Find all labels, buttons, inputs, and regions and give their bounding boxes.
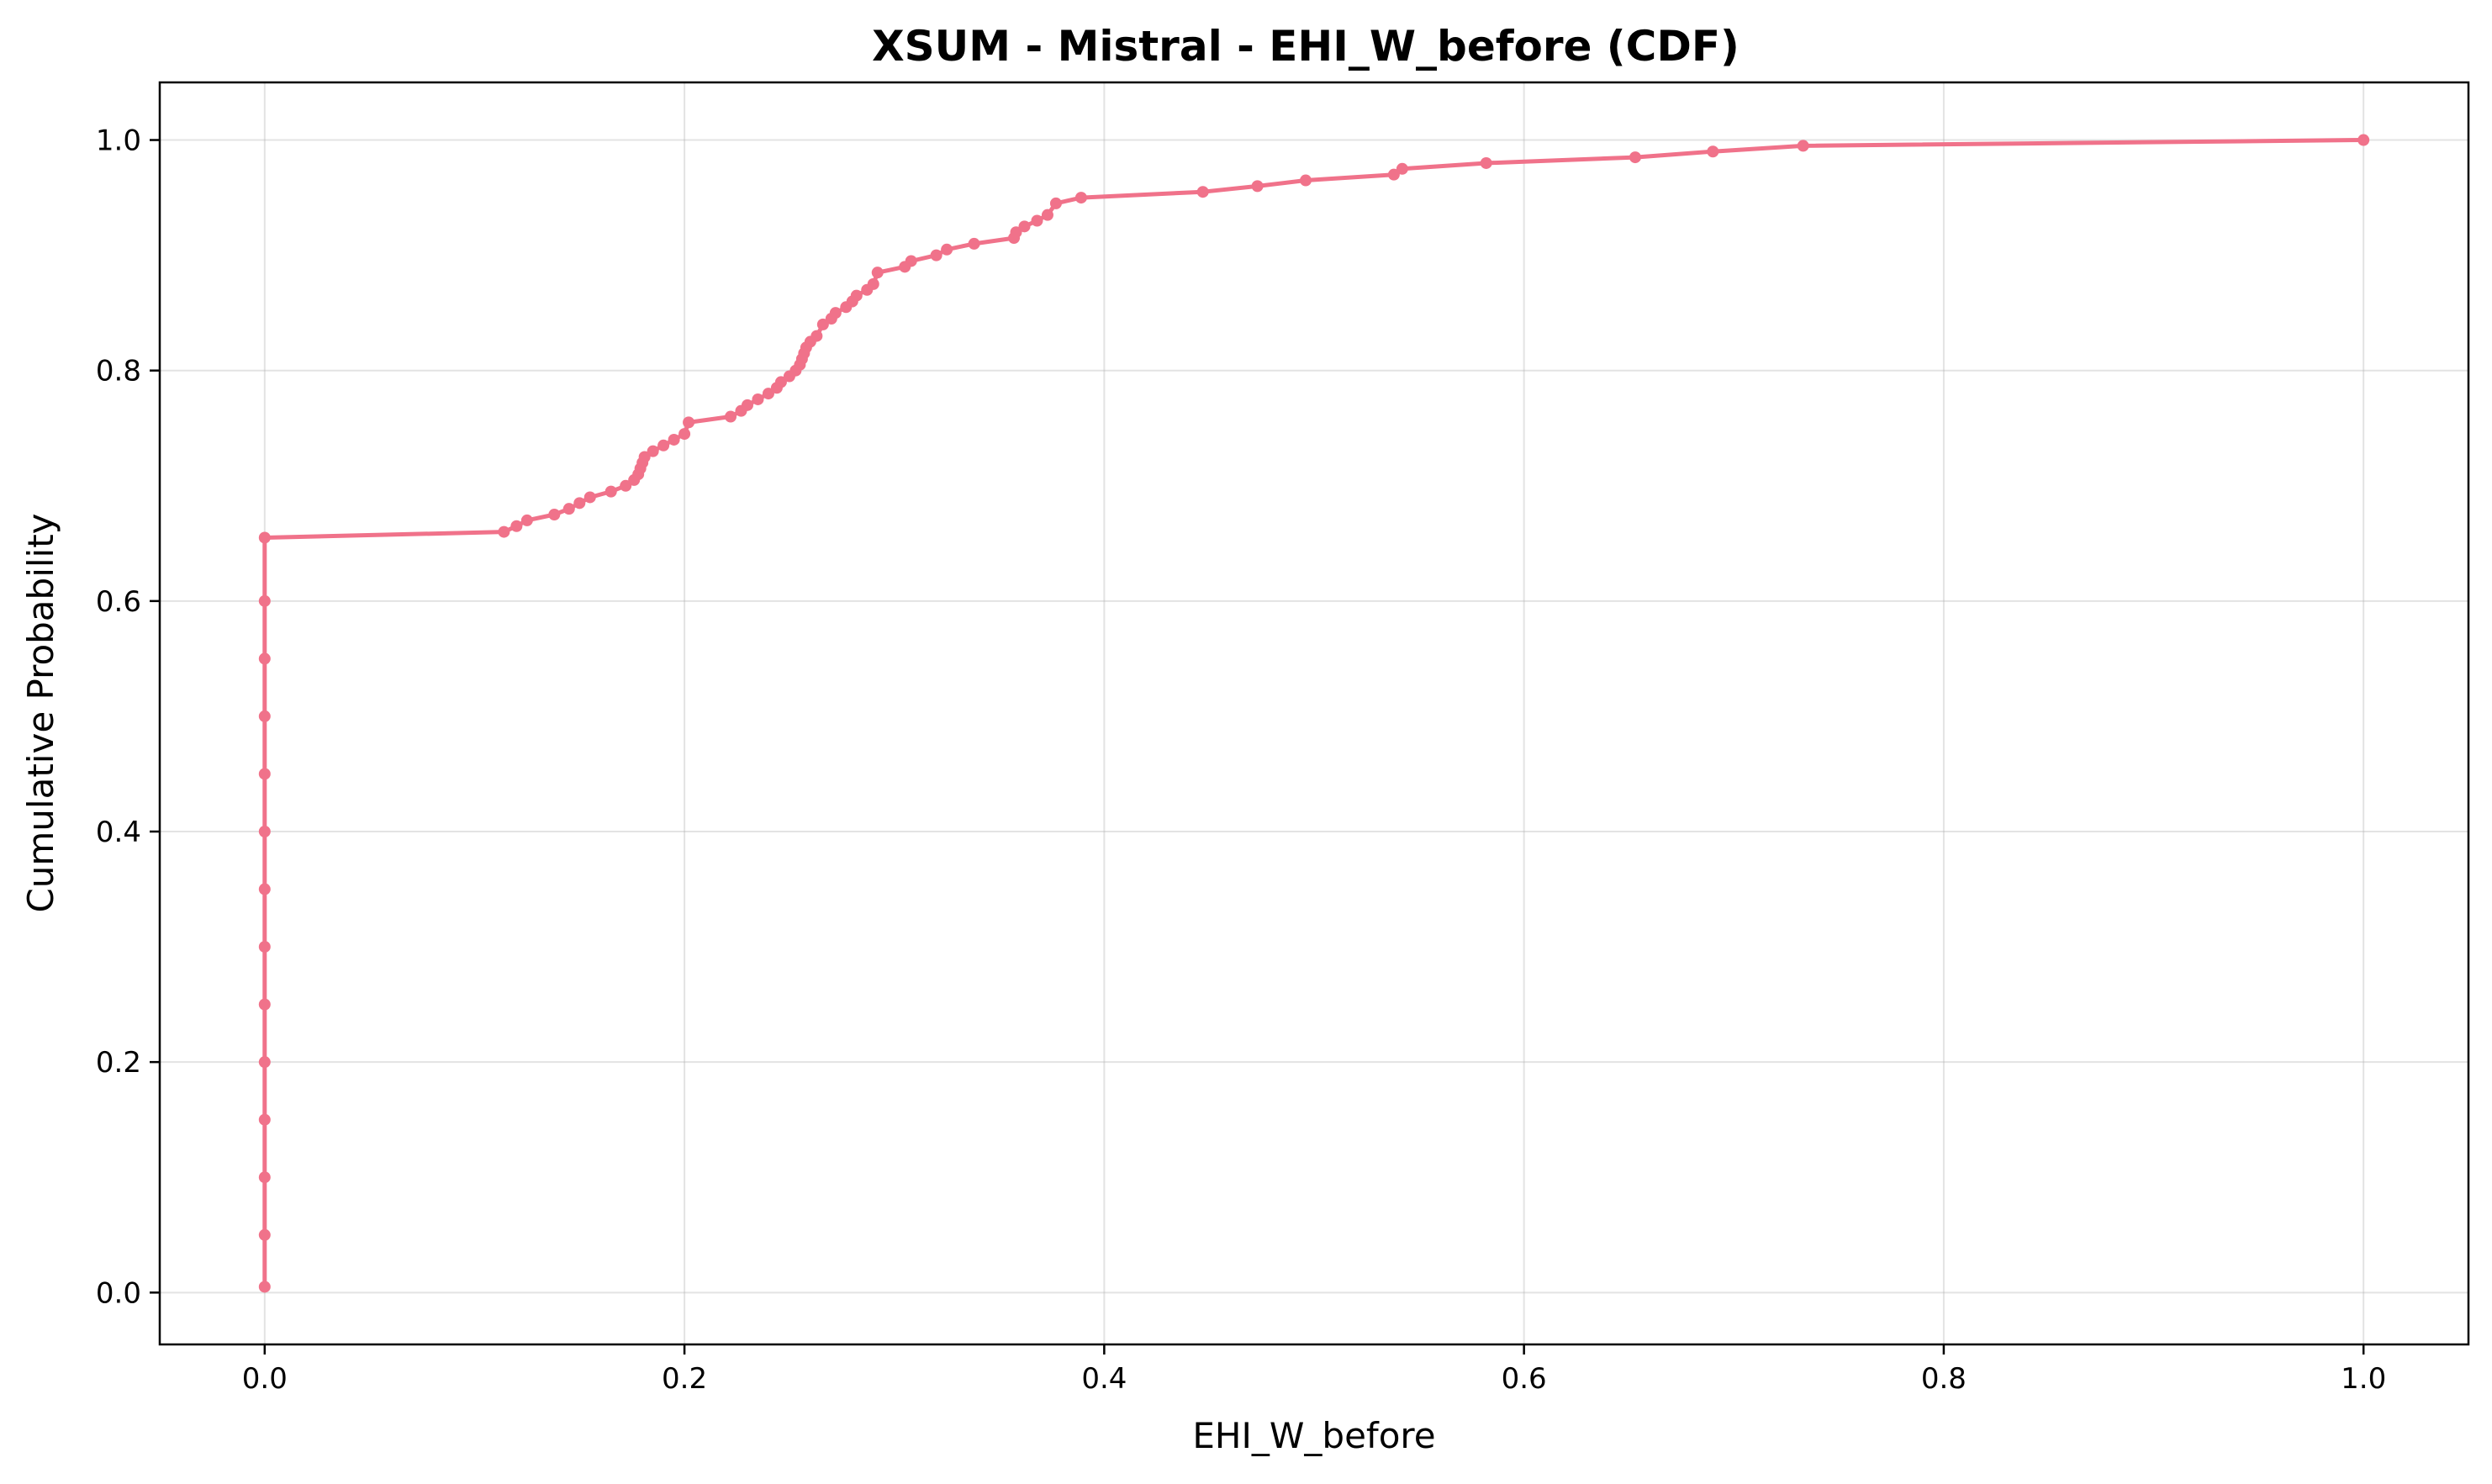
axis-ticks: 0.0 0.2 0.4 0.6 0.8 1.0 0.0 0.2 0.4 0.6 0.8 1.0 bbox=[96, 124, 2386, 1396]
cdf-point bbox=[258, 998, 271, 1011]
x-tick-label: 0.6 bbox=[1502, 1362, 1547, 1396]
cdf-point bbox=[683, 416, 695, 429]
y-axis-label: Cumulative Probability bbox=[20, 513, 61, 912]
x-axis-label: EHI_W_before bbox=[1192, 1415, 1435, 1456]
cdf-point bbox=[498, 525, 510, 538]
x-tick-label: 0.2 bbox=[662, 1362, 707, 1396]
cdf-point bbox=[573, 497, 586, 510]
cdf-point bbox=[1251, 180, 1264, 193]
cdf-point bbox=[905, 255, 917, 267]
cdf-point bbox=[1031, 214, 1043, 227]
cdf-point bbox=[258, 883, 271, 895]
x-tick-label: 0.4 bbox=[1081, 1362, 1127, 1396]
cdf-point bbox=[1049, 197, 1062, 209]
cdf-point bbox=[258, 594, 271, 607]
cdf-point bbox=[850, 289, 863, 302]
chart-title: XSUM - Mistral - EHI_W_before (CDF) bbox=[872, 22, 1740, 71]
cdf-point bbox=[810, 330, 823, 342]
cdf-point bbox=[1387, 168, 1400, 181]
cdf-point bbox=[1018, 220, 1031, 233]
cdf-point bbox=[1074, 192, 1087, 204]
cdf-point bbox=[941, 243, 953, 256]
cdf-point bbox=[258, 826, 271, 838]
cdf-point bbox=[520, 514, 533, 526]
cdf-point bbox=[930, 249, 942, 261]
x-tick-label: 0.0 bbox=[242, 1362, 288, 1396]
cdf-point bbox=[968, 237, 980, 250]
plot-frame bbox=[158, 81, 2470, 1346]
cdf-point bbox=[1480, 156, 1492, 169]
cdf-point bbox=[605, 485, 617, 498]
y-tick-label: 0.8 bbox=[96, 355, 141, 388]
cdf-point bbox=[867, 277, 879, 290]
cdf-point bbox=[1196, 186, 1209, 198]
cdf-point bbox=[562, 503, 575, 515]
cdf-line bbox=[262, 138, 2364, 1287]
x-tick-label: 0.8 bbox=[1921, 1362, 1967, 1396]
cdf-point bbox=[647, 445, 659, 457]
cdf-point bbox=[548, 509, 561, 521]
x-tick-label: 1.0 bbox=[2341, 1362, 2386, 1396]
cdf-point bbox=[725, 410, 737, 423]
cdf-point bbox=[258, 710, 271, 722]
y-tick-label: 0.2 bbox=[96, 1046, 141, 1080]
cdf-point bbox=[1707, 145, 1719, 158]
cdf-point bbox=[829, 307, 842, 320]
y-tick-label: 1.0 bbox=[96, 124, 141, 158]
y-tick-label: 0.0 bbox=[96, 1276, 141, 1310]
cdf-point bbox=[871, 267, 884, 279]
cdf-point bbox=[1396, 162, 1408, 175]
cdf-point bbox=[1041, 209, 1053, 221]
cdf-point bbox=[620, 479, 632, 492]
cdf-point bbox=[583, 491, 596, 504]
y-tick-label: 0.6 bbox=[96, 585, 141, 619]
cdf-point bbox=[1010, 226, 1022, 239]
cdf-point bbox=[741, 399, 753, 411]
cdf-point bbox=[2357, 134, 2370, 146]
cdf-point bbox=[668, 433, 680, 446]
cdf-point bbox=[1629, 151, 1641, 164]
cdf-point bbox=[258, 652, 271, 665]
cdf-point bbox=[258, 1056, 271, 1069]
cdf-point bbox=[638, 451, 651, 463]
cdf-point bbox=[258, 1171, 271, 1184]
cdf-point bbox=[258, 1281, 271, 1293]
series-line-group bbox=[258, 134, 2370, 1293]
cdf-point bbox=[774, 376, 787, 388]
cdf-point bbox=[258, 768, 271, 780]
cdf-point bbox=[258, 1228, 271, 1241]
cdf-point bbox=[816, 318, 829, 330]
cdf-point bbox=[1300, 174, 1312, 187]
cdf-point bbox=[1797, 140, 1809, 152]
cdf-point bbox=[678, 428, 691, 441]
cdf-point bbox=[510, 520, 523, 532]
cdf-point bbox=[258, 1113, 271, 1126]
cdf-point bbox=[752, 393, 764, 405]
grid bbox=[160, 82, 2468, 1344]
y-tick-label: 0.4 bbox=[96, 816, 141, 849]
cdf-point bbox=[657, 439, 670, 452]
cdf-point bbox=[762, 388, 774, 400]
cdf-point bbox=[258, 531, 271, 544]
cdf-point bbox=[258, 941, 271, 953]
